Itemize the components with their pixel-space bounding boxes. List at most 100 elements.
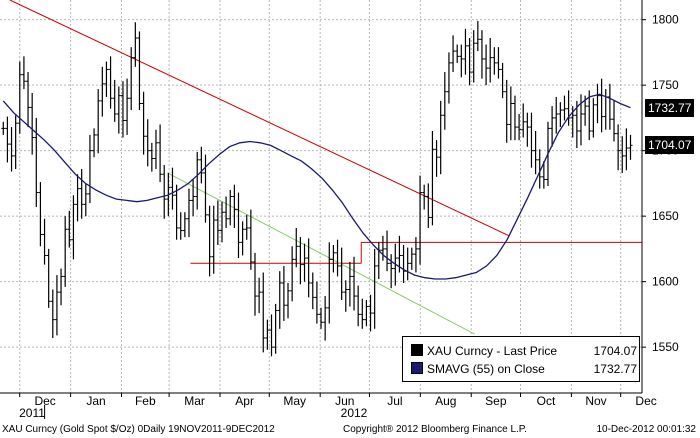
price-bar-133	[550, 106, 555, 147]
price-bar-80	[331, 244, 336, 273]
price-bar-76	[314, 281, 319, 324]
price-bar-36	[149, 142, 154, 172]
price-bar-127	[525, 112, 530, 147]
footer-copyright: Copyright® 2012 Bloomberg Finance L.P.	[343, 424, 527, 435]
footer-timestamp: 10-Dec-2012 00:01:32	[596, 424, 696, 435]
price-bar-67	[277, 271, 282, 329]
price-bar-0	[1, 121, 6, 135]
legend-price-value: 1704.07	[593, 344, 637, 358]
price-bar-68	[281, 265, 286, 321]
price-bar-130	[537, 149, 542, 189]
price-bar-122	[504, 79, 509, 143]
price-bar-32	[133, 22, 138, 67]
price-bar-93	[385, 230, 390, 272]
sma-last-value-tag: 1732.77	[645, 98, 695, 117]
price-bar-35	[145, 119, 150, 167]
price-bar-128	[529, 112, 534, 168]
price-bar-108	[446, 52, 451, 104]
price-bar-100	[413, 237, 418, 273]
footer: XAU Curncy (Gold Spot $/Oz) 0Daily 19NOV…	[0, 420, 700, 438]
price-bar-19	[79, 168, 84, 219]
price-bar-29	[120, 81, 125, 138]
price-bar-85	[352, 256, 357, 311]
y-tick-label-5: 1800	[652, 13, 679, 27]
price-bar-116	[479, 30, 484, 79]
axes: 155016001650170017501800DecJanFebMarAprM…	[0, 0, 679, 420]
x-tick-label-6: Jun	[335, 394, 354, 408]
price-bar-117	[484, 44, 489, 86]
y-tick-label-4: 1750	[652, 78, 679, 92]
price-swatch-icon	[411, 344, 423, 356]
price-bar-75	[310, 272, 315, 310]
price-bar-60	[248, 209, 253, 270]
price-bar-123	[508, 86, 513, 141]
x-tick-label-0: Dec	[34, 394, 55, 408]
price-bar-136	[562, 95, 567, 121]
price-bar-119	[492, 47, 497, 75]
price-bar-2	[9, 127, 14, 172]
price-bar-14	[59, 268, 64, 306]
price-bar-6	[26, 72, 31, 128]
price-bar-25	[104, 61, 109, 97]
price-bar-53	[219, 201, 224, 243]
price-bar-22	[92, 128, 97, 158]
price-bar-4	[17, 61, 22, 134]
price-bar-145	[599, 78, 604, 133]
price-bar-143	[591, 98, 596, 138]
price-bar-113	[467, 37, 472, 86]
price-bar-56	[232, 184, 237, 228]
price-bar-88	[364, 299, 369, 327]
price-bar-104	[430, 131, 435, 226]
price-bar-102	[422, 184, 427, 210]
x-tick-label-12: Dec	[635, 394, 656, 408]
price-bar-142	[587, 90, 592, 141]
price-bar-118	[488, 37, 493, 83]
price-bar-69	[286, 282, 291, 319]
price-bar-152	[628, 134, 633, 160]
price-bar-20	[83, 183, 88, 217]
price-bar-74	[306, 238, 311, 298]
price-bar-17	[71, 195, 76, 260]
price-bar-83	[343, 280, 348, 312]
price-bar-50	[207, 205, 212, 277]
x-tick-label-8: Aug	[435, 394, 456, 408]
price-bar-89	[368, 294, 373, 332]
price-bar-90	[372, 248, 377, 329]
price-bar-52	[215, 200, 220, 245]
price-bar-9	[38, 182, 43, 247]
sma-line	[2, 93, 631, 280]
price-bar-34	[141, 91, 146, 155]
price-bar-48	[199, 146, 204, 184]
price-bar-15	[63, 216, 68, 287]
price-bar-139	[574, 100, 579, 149]
price-bar-21	[87, 134, 92, 204]
price-bar-12	[50, 289, 55, 338]
price-bar-44	[182, 212, 187, 238]
price-bar-86	[356, 285, 361, 327]
price-bar-51	[211, 205, 216, 274]
price-bar-97	[401, 244, 406, 283]
price-bar-31	[129, 47, 134, 111]
price-bar-103	[426, 183, 431, 228]
price-bar-42	[174, 184, 179, 240]
sma-swatch-icon	[411, 362, 423, 374]
price-bar-121	[500, 62, 505, 99]
price-bar-125	[517, 113, 522, 141]
price-bar-112	[463, 28, 468, 75]
price-bar-3	[13, 115, 18, 169]
price-bar-54	[224, 196, 229, 228]
price-bar-47	[195, 151, 200, 210]
price-bar-7	[30, 93, 35, 155]
price-bar-82	[339, 247, 344, 300]
price-bar-55	[228, 189, 233, 226]
price-bar-111	[459, 44, 464, 78]
price-bar-107	[442, 72, 447, 130]
price-bar-13	[54, 275, 59, 336]
legend-sma-label: SMAVG (55) on Close	[427, 362, 545, 376]
price-bar-131	[541, 161, 546, 189]
legend-sma-value: 1732.77	[593, 362, 637, 376]
price-bar-70	[290, 246, 295, 302]
price-bar-129	[533, 131, 538, 175]
price-bar-41	[170, 167, 175, 210]
year-label-2012: 2012	[341, 406, 368, 420]
